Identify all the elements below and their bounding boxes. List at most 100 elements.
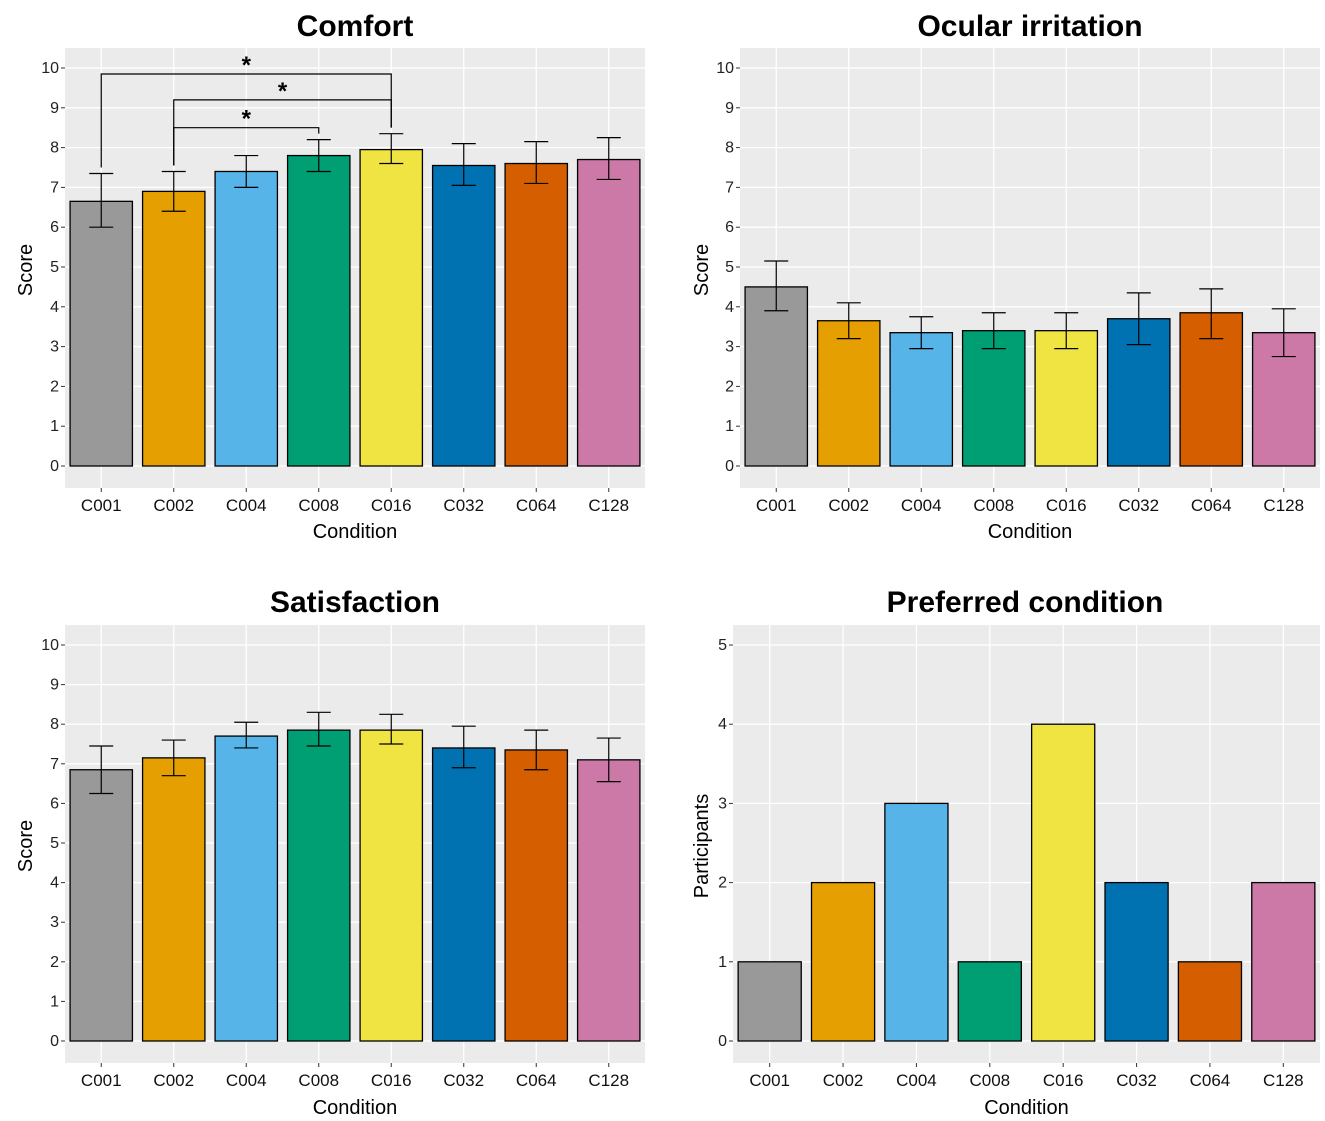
x-tick-label: C004 (901, 496, 942, 515)
y-axis-label: Score (15, 820, 37, 872)
x-tick-label: C008 (298, 1071, 339, 1090)
y-tick-label: 2 (50, 954, 59, 971)
y-tick-label: 9 (50, 100, 59, 117)
x-tick-label: C016 (1046, 496, 1087, 515)
x-tick-label: C032 (1118, 496, 1159, 515)
y-tick-label: 4 (718, 716, 727, 733)
y-tick-label: 8 (50, 140, 59, 157)
bar-c002 (816, 320, 881, 467)
y-tick-label: 0 (725, 458, 734, 475)
chart-title: Preferred condition (887, 586, 1164, 619)
x-tick-label: C128 (588, 1071, 629, 1090)
bar-c004 (889, 332, 954, 467)
bar-c128 (1251, 881, 1316, 1042)
y-tick-label: 3 (50, 914, 59, 931)
x-tick-label: C001 (81, 1071, 122, 1090)
bar-c016 (1034, 330, 1099, 467)
y-tick-label: 4 (50, 299, 59, 316)
x-tick-label: C128 (1263, 496, 1304, 515)
chart-panel-4: 0 1 2 3 4 5 C001 C002 C004 C008 C016 C032 C064 C128 Pr… (691, 586, 1320, 1119)
x-tick-label: C064 (516, 496, 557, 515)
bar-c064 (504, 162, 569, 467)
bar-c002 (141, 190, 206, 467)
y-tick-label: 2 (718, 875, 727, 892)
bar-c004 (884, 802, 949, 1042)
y-tick-label: 5 (718, 637, 727, 654)
y-axis-label: Participants (691, 794, 713, 899)
x-tick-label: C001 (749, 1071, 790, 1090)
bar-c001 (69, 769, 134, 1042)
x-tick-label: C064 (516, 1071, 557, 1090)
significance-star: * (242, 106, 252, 133)
bar-c002 (141, 757, 206, 1042)
x-tick-label: C002 (823, 1071, 864, 1090)
y-tick-label: 3 (725, 339, 734, 356)
x-tick-label: C032 (1116, 1071, 1157, 1090)
significance-star: * (242, 52, 252, 79)
bar-c001 (744, 286, 809, 467)
x-tick-label: C008 (973, 496, 1014, 515)
y-tick-label: 7 (50, 179, 59, 196)
bar-c032 (1104, 881, 1169, 1042)
x-tick-label: C016 (1043, 1071, 1084, 1090)
y-tick-label: 1 (50, 418, 59, 435)
y-axis-label: Score (15, 244, 37, 296)
x-tick-label: C032 (443, 1071, 484, 1090)
y-tick-label: 10 (41, 637, 59, 654)
bar-c002 (810, 881, 876, 1042)
y-tick-label: 6 (725, 219, 734, 236)
bar-c008 (286, 154, 351, 467)
chart-title: Ocular irritation (917, 10, 1142, 43)
y-tick-label: 7 (725, 179, 734, 196)
y-tick-label: 0 (718, 1033, 727, 1050)
bar-c128 (576, 158, 641, 467)
y-tick-label: 9 (725, 100, 734, 117)
bar-c016 (1030, 723, 1096, 1042)
significance-star: * (278, 78, 288, 105)
chart-panel-2: 0 1 2 3 4 5 6 7 8 9 10 C001 C002 C004 C008 C016 C032 C064… (691, 10, 1320, 543)
bar-c016 (359, 729, 424, 1042)
chart-panel-1: * * * 0 1 2 3 4 5 6 7 8 9 10 C001 C002 C004 C008 C016 C032 C… (15, 10, 645, 543)
x-axis-label: Condition (988, 521, 1073, 543)
y-tick-label: 2 (725, 378, 734, 395)
bar-c064 (1177, 961, 1243, 1042)
chart-panel-3: 0 1 2 3 4 5 6 7 8 9 10 C001 C002 C004 C008 C016 C032 C064… (15, 586, 645, 1119)
y-tick-label: 3 (718, 795, 727, 812)
x-tick-label: C004 (226, 496, 267, 515)
bar-c032 (431, 164, 496, 467)
x-tick-label: C032 (443, 496, 484, 515)
y-tick-label: 2 (50, 378, 59, 395)
y-tick-label: 9 (50, 677, 59, 694)
x-tick-label: C001 (81, 496, 122, 515)
bar-c128 (576, 759, 641, 1042)
bar-c008 (961, 330, 1026, 467)
x-axis-label: Condition (313, 521, 398, 543)
y-tick-label: 0 (50, 1033, 59, 1050)
y-tick-label: 4 (50, 875, 59, 892)
x-axis-label: Condition (313, 1097, 398, 1119)
x-tick-label: C008 (969, 1071, 1010, 1090)
bar-c001 (737, 961, 802, 1042)
y-tick-label: 10 (41, 60, 59, 77)
bar-c008 (957, 961, 1023, 1042)
y-tick-label: 5 (725, 259, 734, 276)
y-tick-label: 6 (50, 219, 59, 236)
bar-c004 (214, 735, 279, 1042)
y-tick-label: 6 (50, 795, 59, 812)
y-tick-label: 1 (718, 954, 727, 971)
x-tick-label: C064 (1190, 1071, 1231, 1090)
y-tick-label: 10 (716, 60, 734, 77)
x-tick-label: C004 (896, 1071, 937, 1090)
bar-c016 (359, 148, 424, 467)
chart-title: Satisfaction (270, 586, 440, 619)
y-tick-label: 4 (725, 299, 734, 316)
x-tick-label: C016 (371, 1071, 412, 1090)
x-axis-label: Condition (984, 1097, 1069, 1119)
bar-c001 (69, 200, 134, 467)
x-tick-label: C008 (298, 496, 339, 515)
x-tick-label: C001 (756, 496, 797, 515)
y-tick-label: 1 (725, 418, 734, 435)
bar-c032 (431, 747, 496, 1042)
x-tick-label: C128 (1263, 1071, 1304, 1090)
chart-title: Comfort (297, 10, 414, 43)
